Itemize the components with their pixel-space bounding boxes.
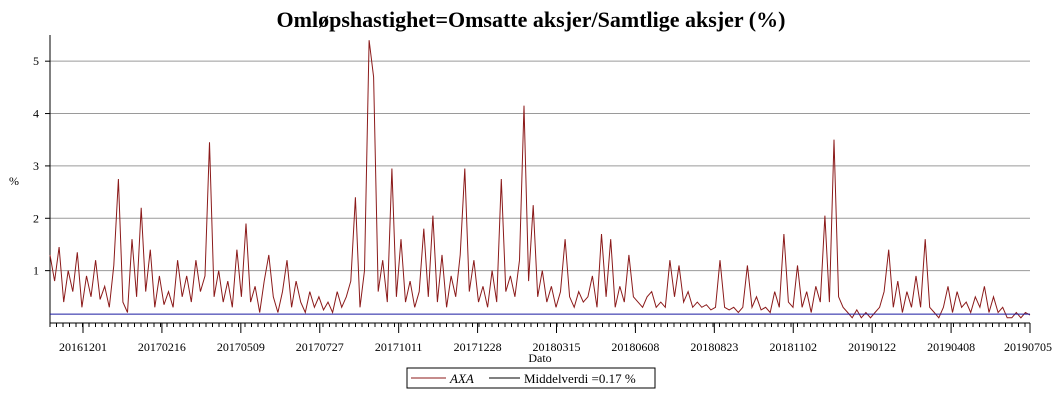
x-tick-label: 20180823 <box>690 340 738 354</box>
x-tick-label: 20180315 <box>533 340 581 354</box>
gridlines <box>50 60 1030 272</box>
x-tick-label: 20171011 <box>375 340 423 354</box>
y-axis: 1 2 3 4 5 <box>33 35 51 323</box>
x-tick-label: 20170509 <box>217 340 265 354</box>
x-axis-label: Dato <box>528 351 551 365</box>
series-group <box>49 40 1031 319</box>
legend: AXA Middelverdi =0.17 % <box>406 367 656 389</box>
x-axis: 20161201 20170216 20170509 20170727 20171011… <box>49 322 1052 354</box>
x-tick-label: 20190122 <box>848 340 896 354</box>
y-tick-label: 2 <box>33 211 39 225</box>
series-line-axa <box>49 40 1031 319</box>
x-tick-label: 20190408 <box>927 340 975 354</box>
y-tick-label: 3 <box>33 159 39 173</box>
chart-title: Omløpshastighet=Omsatte aksjer/Samtlige … <box>277 7 786 32</box>
legend-label-axa: AXA <box>449 371 474 386</box>
y-axis-label: % <box>9 174 19 188</box>
x-tick-label: 20190705 <box>1004 340 1052 354</box>
x-tick-label: 20180608 <box>611 340 659 354</box>
y-tick-label: 4 <box>33 107 39 121</box>
x-tick-label: 20170216 <box>138 340 186 354</box>
y-tick-label: 1 <box>33 264 39 278</box>
y-tick-label: 5 <box>33 54 39 68</box>
legend-label-mean: Middelverdi =0.17 % <box>524 371 636 386</box>
legend-box <box>406 367 656 389</box>
x-tick-label: 20170727 <box>296 340 344 354</box>
x-tick-label: 20171228 <box>454 340 502 354</box>
x-tick-label: 20161201 <box>59 340 107 354</box>
x-tick-label: 20181102 <box>769 340 817 354</box>
